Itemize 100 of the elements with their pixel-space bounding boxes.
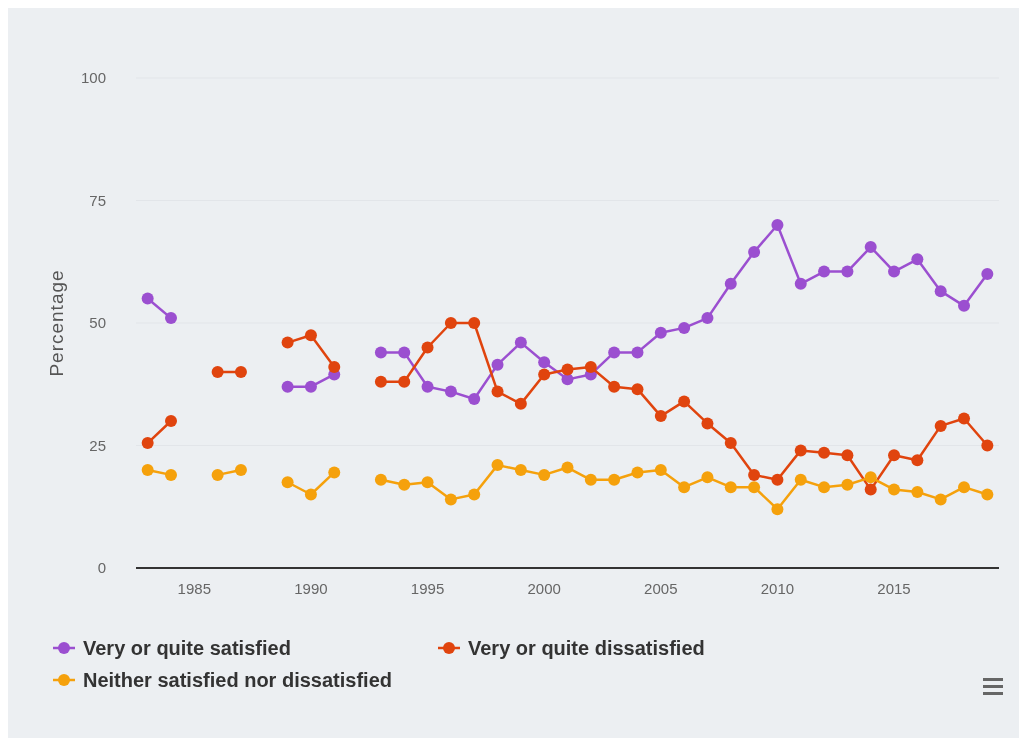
point: [444, 317, 457, 329]
point: [934, 493, 947, 506]
point: [281, 336, 294, 349]
point: [911, 486, 924, 499]
point: [748, 481, 761, 494]
point: [468, 317, 481, 329]
y-tick-label: 50: [89, 314, 106, 332]
point: [864, 471, 877, 484]
point: [374, 346, 387, 359]
point: [724, 437, 737, 450]
point: [958, 481, 971, 494]
point: [818, 446, 831, 459]
point: [468, 392, 481, 405]
point: [514, 464, 527, 476]
point: [538, 356, 551, 369]
point: [164, 468, 177, 481]
y-tick-label: 75: [89, 191, 106, 209]
point: [584, 361, 597, 374]
point: [678, 395, 691, 408]
point: [981, 439, 994, 452]
x-tick-label: 2015: [877, 580, 911, 597]
point: [608, 346, 621, 359]
point: [421, 380, 434, 393]
point: [841, 449, 854, 462]
y-tick-label: 0: [97, 559, 106, 577]
x-tick-label: 1995: [410, 580, 445, 597]
x-tick-label: 1985: [177, 580, 211, 597]
point: [561, 461, 574, 474]
point: [701, 417, 714, 430]
point: [794, 473, 807, 486]
point: [631, 346, 644, 359]
point: [864, 483, 877, 496]
point: [374, 375, 387, 388]
point: [794, 277, 807, 290]
point: [724, 277, 737, 290]
point: [444, 493, 457, 506]
point: [374, 473, 387, 486]
point: [491, 385, 504, 398]
point: [678, 481, 691, 494]
y-tick-label: 100: [80, 69, 106, 87]
point: [468, 488, 481, 501]
point: [724, 481, 737, 494]
point: [911, 454, 924, 467]
point: [421, 341, 434, 354]
point: [818, 481, 831, 494]
point: [328, 361, 341, 374]
point: [328, 466, 341, 479]
point: [888, 449, 901, 462]
x-tick-label: 2005: [644, 580, 678, 597]
point: [771, 219, 784, 231]
point: [421, 476, 434, 489]
x-tick-label: 1990: [294, 580, 328, 597]
point: [141, 437, 154, 450]
point: [841, 265, 854, 278]
point: [654, 410, 667, 423]
point: [654, 326, 667, 339]
point: [514, 397, 527, 410]
point: [538, 368, 551, 381]
point: [211, 366, 224, 378]
point: [911, 253, 924, 266]
x-tick-label: 2010: [760, 580, 795, 597]
point: [888, 483, 901, 496]
point: [491, 358, 504, 371]
point: [958, 412, 971, 425]
point: [771, 473, 784, 486]
point: [608, 473, 621, 486]
point: [888, 265, 901, 278]
point: [654, 464, 667, 476]
point: [164, 312, 177, 325]
point: [584, 473, 597, 486]
point: [141, 292, 154, 305]
point: [398, 346, 411, 359]
point: [841, 478, 854, 491]
point: [934, 285, 947, 298]
point: [281, 380, 294, 393]
y-axis-title: Percentage: [46, 269, 67, 377]
point: [631, 466, 644, 479]
point: [304, 380, 317, 393]
point: [398, 478, 411, 491]
point: [864, 241, 877, 254]
x-tick-label: 2000: [527, 580, 561, 597]
point: [164, 415, 177, 427]
point: [561, 363, 574, 376]
point: [631, 383, 644, 396]
point: [794, 444, 807, 457]
legend-label: Neither satisfied nor dissatisfied: [83, 669, 392, 691]
point: [701, 312, 714, 325]
point: [818, 265, 831, 278]
y-tick-label: 25: [89, 436, 106, 454]
point: [211, 468, 224, 481]
point: [748, 468, 761, 481]
point: [514, 336, 527, 349]
point: [491, 459, 504, 472]
point: [538, 468, 551, 481]
point: [141, 464, 154, 476]
point: [934, 419, 947, 432]
point: [234, 464, 247, 476]
legend-label: Very or quite satisfied: [83, 637, 291, 659]
point: [981, 268, 994, 280]
point: [678, 321, 691, 334]
